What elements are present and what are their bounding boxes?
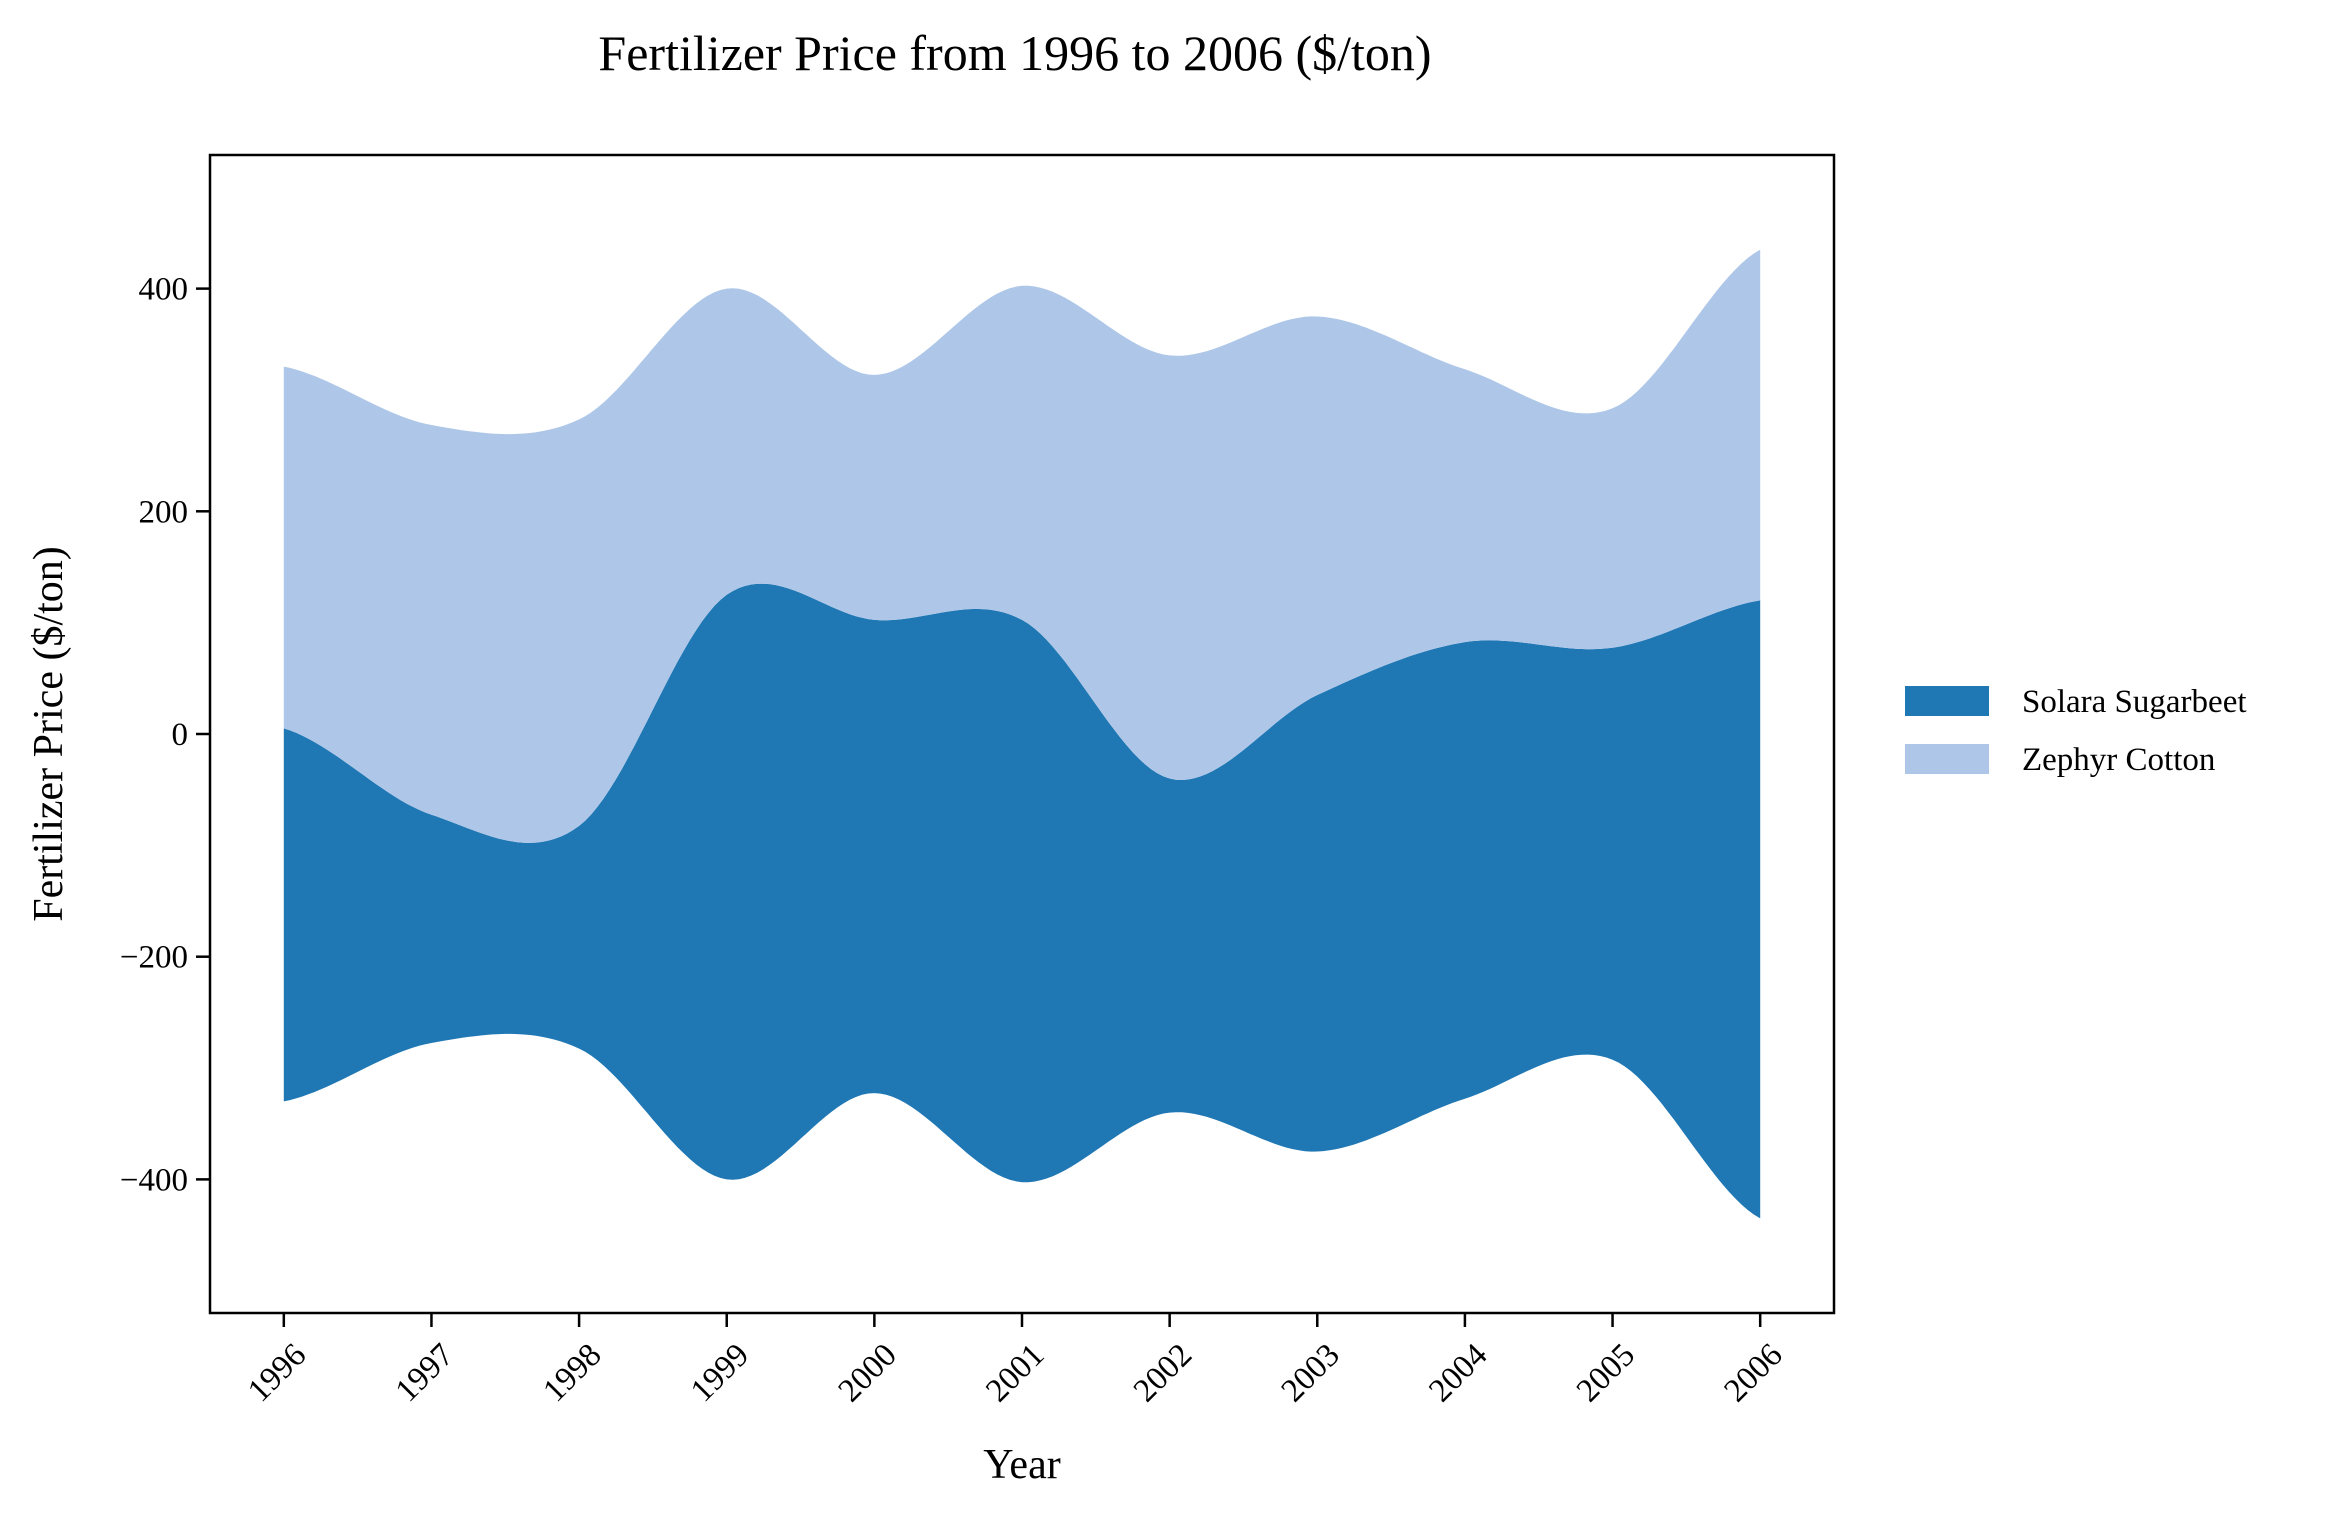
legend-swatch [1905, 744, 1989, 774]
stream-area-1 [283, 249, 1761, 843]
y-axis: −400 −200 0 200 400 [120, 272, 210, 1198]
x-tick-label: 1998 [536, 1337, 608, 1409]
x-tick-label: 2001 [979, 1337, 1051, 1409]
y-tick-label: 200 [139, 494, 189, 530]
x-axis: 1996 1997 1998 1999 2000 2001 2002 2003 2004 2005… [241, 1313, 1790, 1409]
x-tick-label: 1996 [241, 1337, 313, 1409]
x-tick-label: 2006 [1718, 1337, 1790, 1409]
y-axis-label: Fertilizer Price ($/ton) [26, 546, 72, 922]
y-tick-label: −200 [120, 940, 188, 976]
x-tick-label: 2005 [1570, 1337, 1642, 1409]
x-tick-label: 2002 [1127, 1337, 1199, 1409]
x-axis-label: Year [983, 1442, 1060, 1488]
stream-area-0 [283, 583, 1761, 1219]
stream-areas [283, 249, 1761, 1219]
x-tick-label: 1997 [389, 1337, 461, 1409]
chart-title: Fertilizer Price from 1996 to 2006 ($/to… [598, 25, 1431, 81]
x-tick-label: 2000 [832, 1337, 904, 1409]
legend-swatch [1905, 686, 1989, 716]
x-tick-label: 2003 [1275, 1337, 1347, 1409]
y-tick-label: 400 [139, 272, 189, 308]
legend: Solara Sugarbeet Zephyr Cotton [1905, 684, 2247, 778]
y-tick-label: 0 [172, 717, 189, 753]
legend-label: Solara Sugarbeet [2022, 684, 2247, 720]
legend-label: Zephyr Cotton [2022, 742, 2215, 778]
x-tick-label: 1999 [684, 1337, 756, 1409]
x-tick-label: 2004 [1422, 1337, 1494, 1409]
y-tick-label: −400 [120, 1162, 188, 1198]
